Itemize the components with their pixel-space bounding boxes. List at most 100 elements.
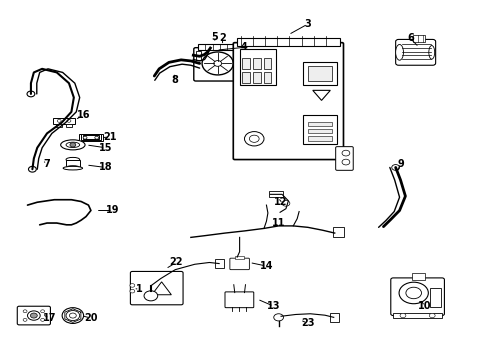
Text: 13: 13 xyxy=(266,301,280,311)
Bar xyxy=(307,122,331,126)
Bar xyxy=(66,159,80,167)
Bar xyxy=(307,66,331,81)
Circle shape xyxy=(428,314,434,318)
Circle shape xyxy=(398,282,427,304)
Ellipse shape xyxy=(61,140,85,150)
Text: 18: 18 xyxy=(99,162,112,172)
Bar xyxy=(237,38,339,45)
Text: 15: 15 xyxy=(99,143,112,153)
Text: 3: 3 xyxy=(304,19,311,29)
Circle shape xyxy=(341,150,349,156)
Circle shape xyxy=(391,165,399,170)
Circle shape xyxy=(70,143,76,147)
Circle shape xyxy=(28,166,36,172)
Bar xyxy=(303,116,336,144)
Circle shape xyxy=(23,310,27,313)
Bar xyxy=(429,288,440,307)
Circle shape xyxy=(66,311,80,320)
Text: 10: 10 xyxy=(417,301,431,311)
Text: 22: 22 xyxy=(169,257,183,267)
Text: 9: 9 xyxy=(396,159,403,169)
FancyBboxPatch shape xyxy=(229,258,249,270)
Circle shape xyxy=(130,284,135,287)
Circle shape xyxy=(41,319,44,321)
Bar xyxy=(242,58,249,69)
Bar xyxy=(263,72,271,83)
Bar xyxy=(269,192,283,197)
FancyBboxPatch shape xyxy=(130,271,183,305)
Text: 2: 2 xyxy=(219,33,225,43)
Circle shape xyxy=(69,313,76,318)
FancyBboxPatch shape xyxy=(395,40,435,65)
Text: 6: 6 xyxy=(406,33,413,43)
Text: 20: 20 xyxy=(84,313,98,323)
Bar xyxy=(329,314,338,322)
Text: 7: 7 xyxy=(43,159,50,169)
Circle shape xyxy=(83,136,87,139)
Ellipse shape xyxy=(395,44,403,60)
Text: 5: 5 xyxy=(210,32,217,41)
Polygon shape xyxy=(312,90,330,100)
Ellipse shape xyxy=(428,45,434,59)
Ellipse shape xyxy=(66,157,80,162)
FancyBboxPatch shape xyxy=(224,292,253,308)
Bar xyxy=(252,72,260,83)
Circle shape xyxy=(27,91,35,97)
Circle shape xyxy=(95,136,99,139)
Circle shape xyxy=(130,289,135,293)
Bar xyxy=(56,124,62,127)
Bar xyxy=(307,136,331,140)
Circle shape xyxy=(244,132,264,146)
Circle shape xyxy=(282,201,289,206)
Circle shape xyxy=(399,314,405,318)
Bar xyxy=(332,227,343,237)
Bar xyxy=(215,259,224,268)
FancyBboxPatch shape xyxy=(17,306,50,325)
FancyBboxPatch shape xyxy=(390,278,444,316)
Circle shape xyxy=(249,135,259,142)
Bar xyxy=(81,134,101,140)
Bar xyxy=(53,118,75,124)
Circle shape xyxy=(341,159,349,165)
Circle shape xyxy=(30,313,37,318)
Ellipse shape xyxy=(66,166,80,169)
Circle shape xyxy=(41,310,44,313)
Polygon shape xyxy=(152,282,171,295)
Circle shape xyxy=(405,287,421,299)
FancyBboxPatch shape xyxy=(233,42,343,159)
Bar xyxy=(242,72,249,83)
Text: 17: 17 xyxy=(42,313,56,323)
Bar xyxy=(263,58,271,69)
Text: 21: 21 xyxy=(103,132,117,142)
Bar xyxy=(66,124,72,127)
Text: 11: 11 xyxy=(271,218,285,228)
FancyBboxPatch shape xyxy=(335,147,352,170)
Bar xyxy=(252,58,260,69)
Circle shape xyxy=(62,308,83,323)
Bar xyxy=(411,273,425,280)
Ellipse shape xyxy=(66,142,80,148)
FancyBboxPatch shape xyxy=(193,48,241,81)
Circle shape xyxy=(144,291,158,301)
Bar xyxy=(303,62,336,85)
Bar xyxy=(83,135,99,139)
Text: 23: 23 xyxy=(301,319,314,328)
Text: 4: 4 xyxy=(241,42,247,52)
Text: 19: 19 xyxy=(106,206,120,216)
Circle shape xyxy=(202,52,233,75)
Text: 8: 8 xyxy=(171,75,178,85)
Circle shape xyxy=(273,314,283,321)
Bar xyxy=(307,129,331,134)
Text: 16: 16 xyxy=(77,111,90,121)
Bar xyxy=(239,49,276,85)
Circle shape xyxy=(23,319,27,321)
Circle shape xyxy=(27,311,40,320)
Circle shape xyxy=(67,120,71,122)
Text: 12: 12 xyxy=(274,197,287,207)
Text: 14: 14 xyxy=(259,261,273,271)
Ellipse shape xyxy=(63,166,82,170)
Bar xyxy=(412,35,424,41)
Text: 1: 1 xyxy=(136,284,143,294)
Bar xyxy=(79,134,102,141)
Circle shape xyxy=(57,120,61,122)
